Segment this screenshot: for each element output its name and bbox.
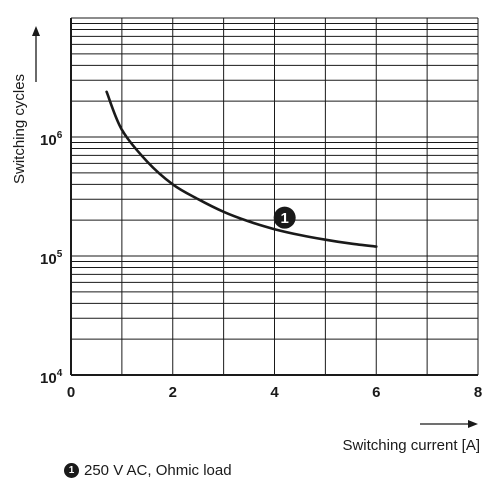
legend-text: 250 V AC, Ohmic load xyxy=(84,462,232,479)
y-tick-label: 106 xyxy=(40,130,63,149)
y-axis-title: Switching cycles xyxy=(11,74,28,184)
series-layer xyxy=(105,90,378,248)
series-line xyxy=(105,90,378,248)
x-axis-title: Switching current [A] xyxy=(342,437,480,454)
y-axis-arrowhead xyxy=(32,26,40,36)
y-tick-label: 105 xyxy=(40,249,63,268)
x-tick-label: 8 xyxy=(474,384,482,401)
tick-labels: 0 2 4 6 8 104 105 106 xyxy=(40,130,482,401)
x-axis-arrowhead xyxy=(468,420,478,428)
legend: 1 250 V AC, Ohmic load xyxy=(64,462,232,479)
grid xyxy=(70,17,479,376)
x-tick-label: 2 xyxy=(169,384,177,401)
x-tick-label: 0 xyxy=(67,384,75,401)
svg-text:1: 1 xyxy=(281,210,289,227)
x-tick-label: 4 xyxy=(270,384,279,401)
curve-marker: 1 xyxy=(273,206,296,229)
y-tick-label: 104 xyxy=(40,368,63,387)
legend-badge: 1 xyxy=(64,463,79,478)
x-tick-label: 6 xyxy=(372,384,380,401)
